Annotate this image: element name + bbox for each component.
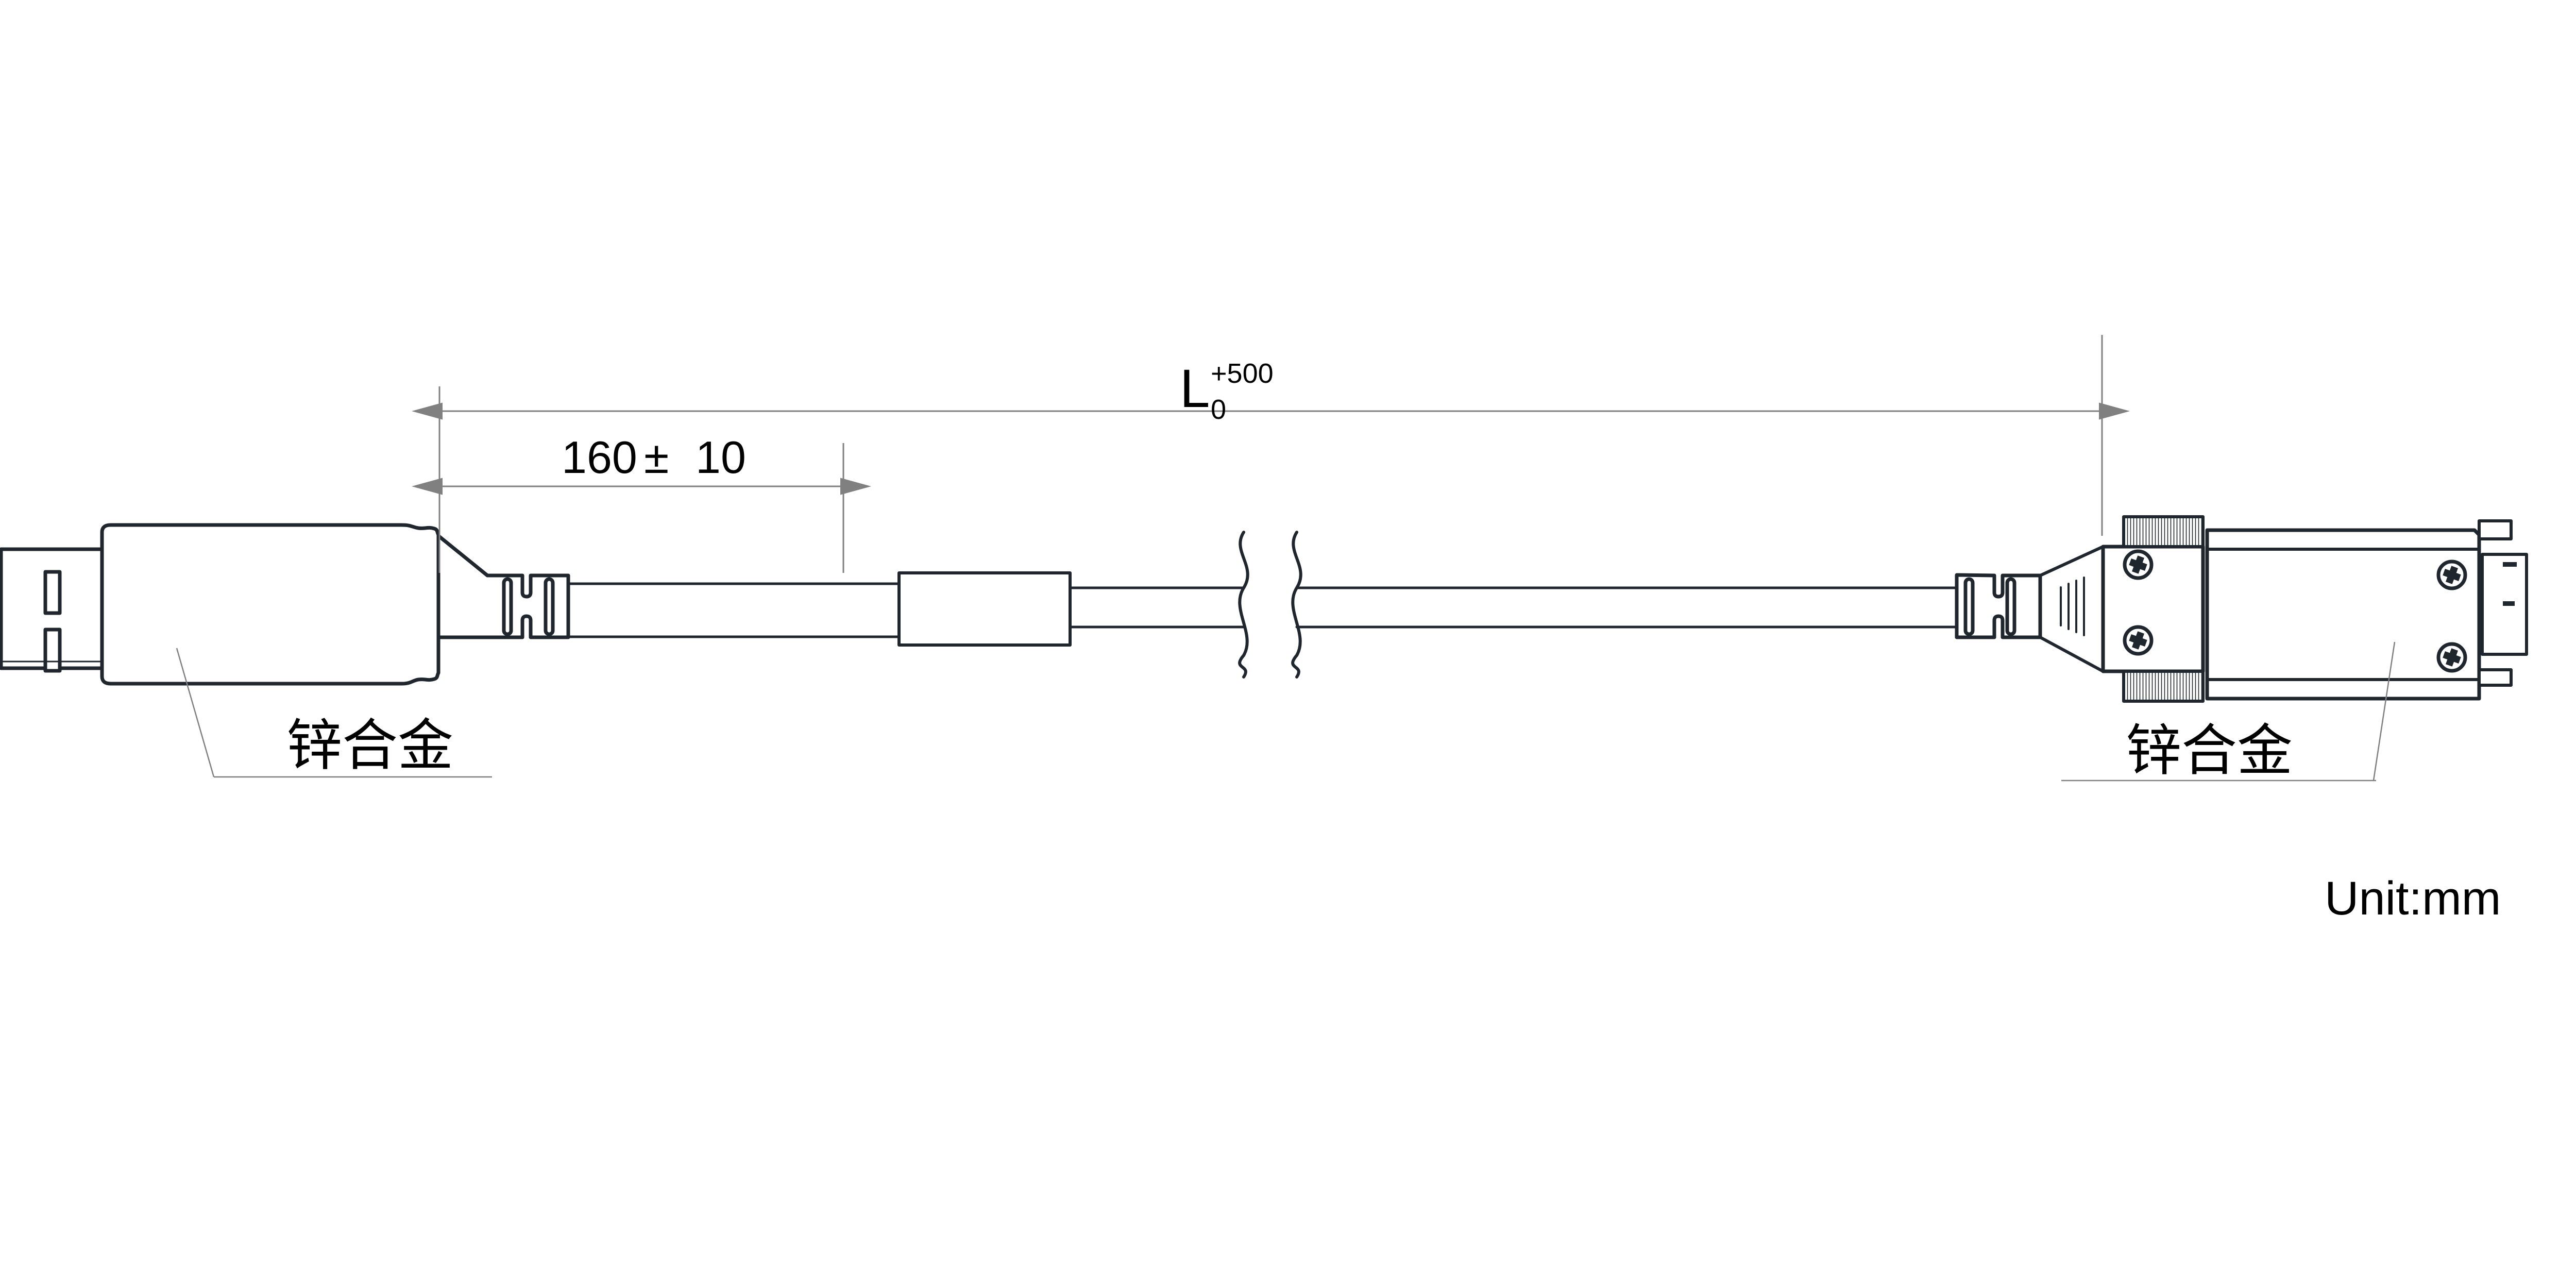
svg-text:0: 0 bbox=[1211, 394, 1226, 425]
svg-text:+500: +500 bbox=[1211, 358, 1274, 389]
svg-text:±: ± bbox=[644, 432, 669, 483]
svg-text:160: 160 bbox=[562, 432, 637, 483]
svg-text:锌合金: 锌合金 bbox=[2126, 719, 2293, 782]
svg-text:锌合金: 锌合金 bbox=[286, 714, 453, 776]
svg-text:Unit:mm: Unit:mm bbox=[2325, 872, 2501, 925]
svg-text:10: 10 bbox=[696, 432, 746, 483]
svg-text:L: L bbox=[1180, 359, 1210, 419]
